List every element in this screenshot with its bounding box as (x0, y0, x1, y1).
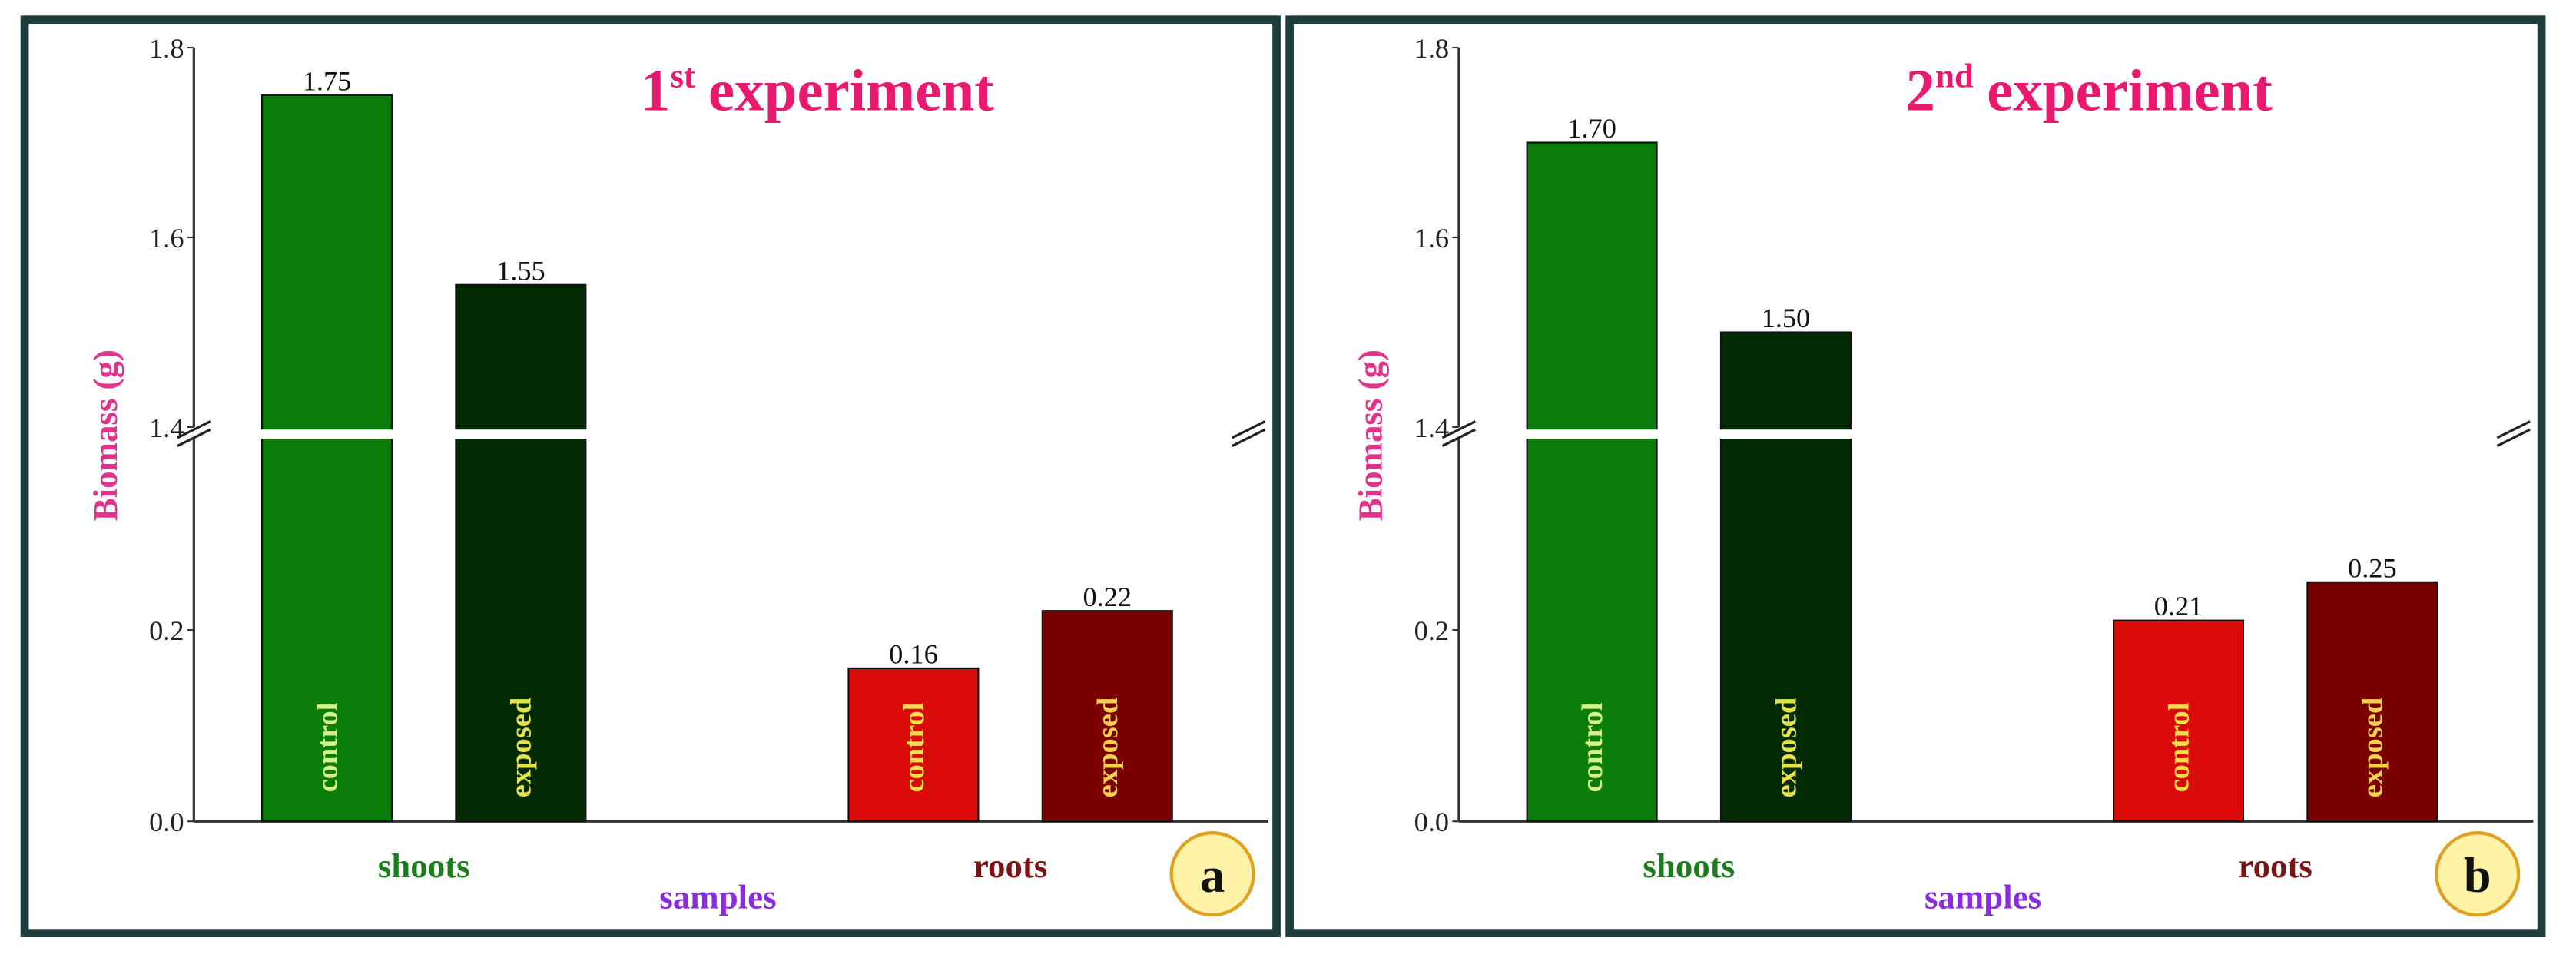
axis-break-mark (177, 420, 211, 439)
bar (1526, 141, 1658, 823)
bar-series-label: control (2163, 702, 2195, 792)
bar-series-label: exposed (2357, 698, 2389, 797)
value-label: 0.22 (1082, 582, 1132, 612)
x-axis-label: samples (659, 878, 776, 916)
x-axis-label: samples (1925, 878, 2041, 916)
chart-title: 1st experiment (641, 56, 994, 123)
axis-break-mark (2496, 420, 2531, 439)
y-tick-label: 0.0 (1414, 807, 1449, 837)
x-category-label: shoots (378, 847, 470, 885)
title-number: 1 (641, 57, 670, 123)
y-tick-label: 1.6 (149, 223, 184, 254)
y-tick-label: 1.6 (1414, 223, 1449, 254)
bar-series-label: exposed (1092, 698, 1124, 797)
value-label: 1.75 (303, 65, 352, 96)
axis-break-mark (1232, 428, 1266, 448)
y-tick-label: 1.8 (1414, 33, 1449, 64)
bar (261, 94, 393, 823)
axis-break-mark (1441, 428, 1476, 448)
y-tick-label: 1.8 (149, 33, 184, 64)
y-tick-label: 0.0 (149, 807, 184, 837)
title-suffix: nd (1935, 56, 1974, 94)
axis-break-mark (1441, 420, 1476, 439)
x-category-label: roots (973, 847, 1047, 885)
x-category-label: shoots (1643, 847, 1735, 885)
axis-break-mark (177, 428, 211, 448)
panel-border (1285, 15, 2546, 937)
axis-break-gap (1523, 429, 1660, 439)
title-text: experiment (1987, 57, 2273, 123)
bar-series-label: exposed (506, 698, 538, 797)
y-tick-label: 0.2 (1414, 615, 1449, 646)
y-axis-label: Biomass (g) (86, 350, 124, 521)
y-tick-label: 1.4 (149, 413, 184, 443)
value-label: 0.16 (889, 639, 938, 670)
x-category-label: roots (2238, 847, 2312, 885)
value-label: 1.55 (496, 255, 545, 286)
bar-series-label: control (311, 702, 343, 792)
title-text: experiment (708, 57, 994, 123)
title-suffix: st (670, 56, 695, 94)
chart-title: 2nd experiment (1906, 56, 2273, 123)
value-label: 1.50 (1762, 303, 1811, 333)
panel-badge (1169, 831, 1255, 917)
bar (847, 667, 980, 823)
value-label: 0.25 (2348, 552, 2397, 583)
y-axis-label: Biomass (g) (1351, 350, 1389, 521)
title-number: 2 (1906, 57, 1935, 123)
y-tick-label: 1.4 (1414, 413, 1449, 443)
bar-series-label: control (898, 702, 930, 792)
axis-break-gap (258, 429, 396, 439)
panel-label: b (2464, 848, 2491, 903)
bar (455, 283, 587, 823)
bar-series-label: control (1576, 702, 1609, 792)
value-label: 0.21 (2154, 591, 2203, 621)
bar-series-label: exposed (1770, 698, 1802, 797)
y-tick-label: 0.2 (149, 615, 184, 646)
panel-badge (2435, 831, 2521, 917)
axis-break-mark (1232, 420, 1266, 439)
bar (1719, 331, 1852, 823)
value-label: 1.70 (1567, 113, 1616, 144)
axis-break-mark (2496, 428, 2531, 448)
axis-break-gap (453, 429, 589, 439)
panel-border (20, 15, 1281, 937)
panel-label: a (1200, 848, 1225, 903)
bar (1041, 610, 1173, 823)
bar (2306, 581, 2438, 823)
bar (2112, 619, 2245, 823)
axis-break-gap (1717, 429, 1855, 439)
